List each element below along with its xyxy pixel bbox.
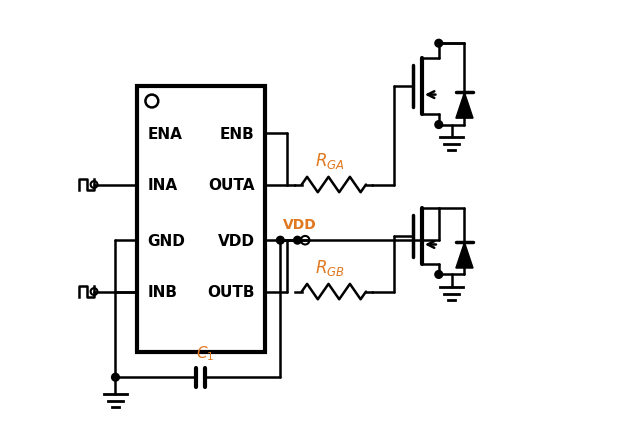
Polygon shape	[456, 93, 473, 119]
Text: ENB: ENB	[220, 126, 255, 141]
Bar	[137, 87, 265, 352]
Text: $R_{GA}$: $R_{GA}$	[315, 150, 344, 170]
Text: INB: INB	[148, 284, 178, 299]
Text: GND: GND	[148, 233, 186, 248]
Text: OUTA: OUTA	[208, 178, 255, 193]
Text: $R_{GB}$: $R_{GB}$	[315, 257, 345, 277]
Circle shape	[435, 271, 442, 279]
Circle shape	[112, 374, 119, 381]
Text: $C_1$: $C_1$	[196, 344, 214, 362]
Text: INA: INA	[148, 178, 178, 193]
Circle shape	[435, 40, 442, 48]
Text: VDD: VDD	[218, 233, 255, 248]
Text: ENA: ENA	[148, 126, 182, 141]
Circle shape	[293, 237, 301, 245]
Circle shape	[277, 237, 284, 245]
Text: OUTB: OUTB	[207, 284, 255, 299]
Circle shape	[435, 121, 442, 129]
Text: VDD: VDD	[282, 217, 317, 231]
Polygon shape	[456, 243, 473, 268]
